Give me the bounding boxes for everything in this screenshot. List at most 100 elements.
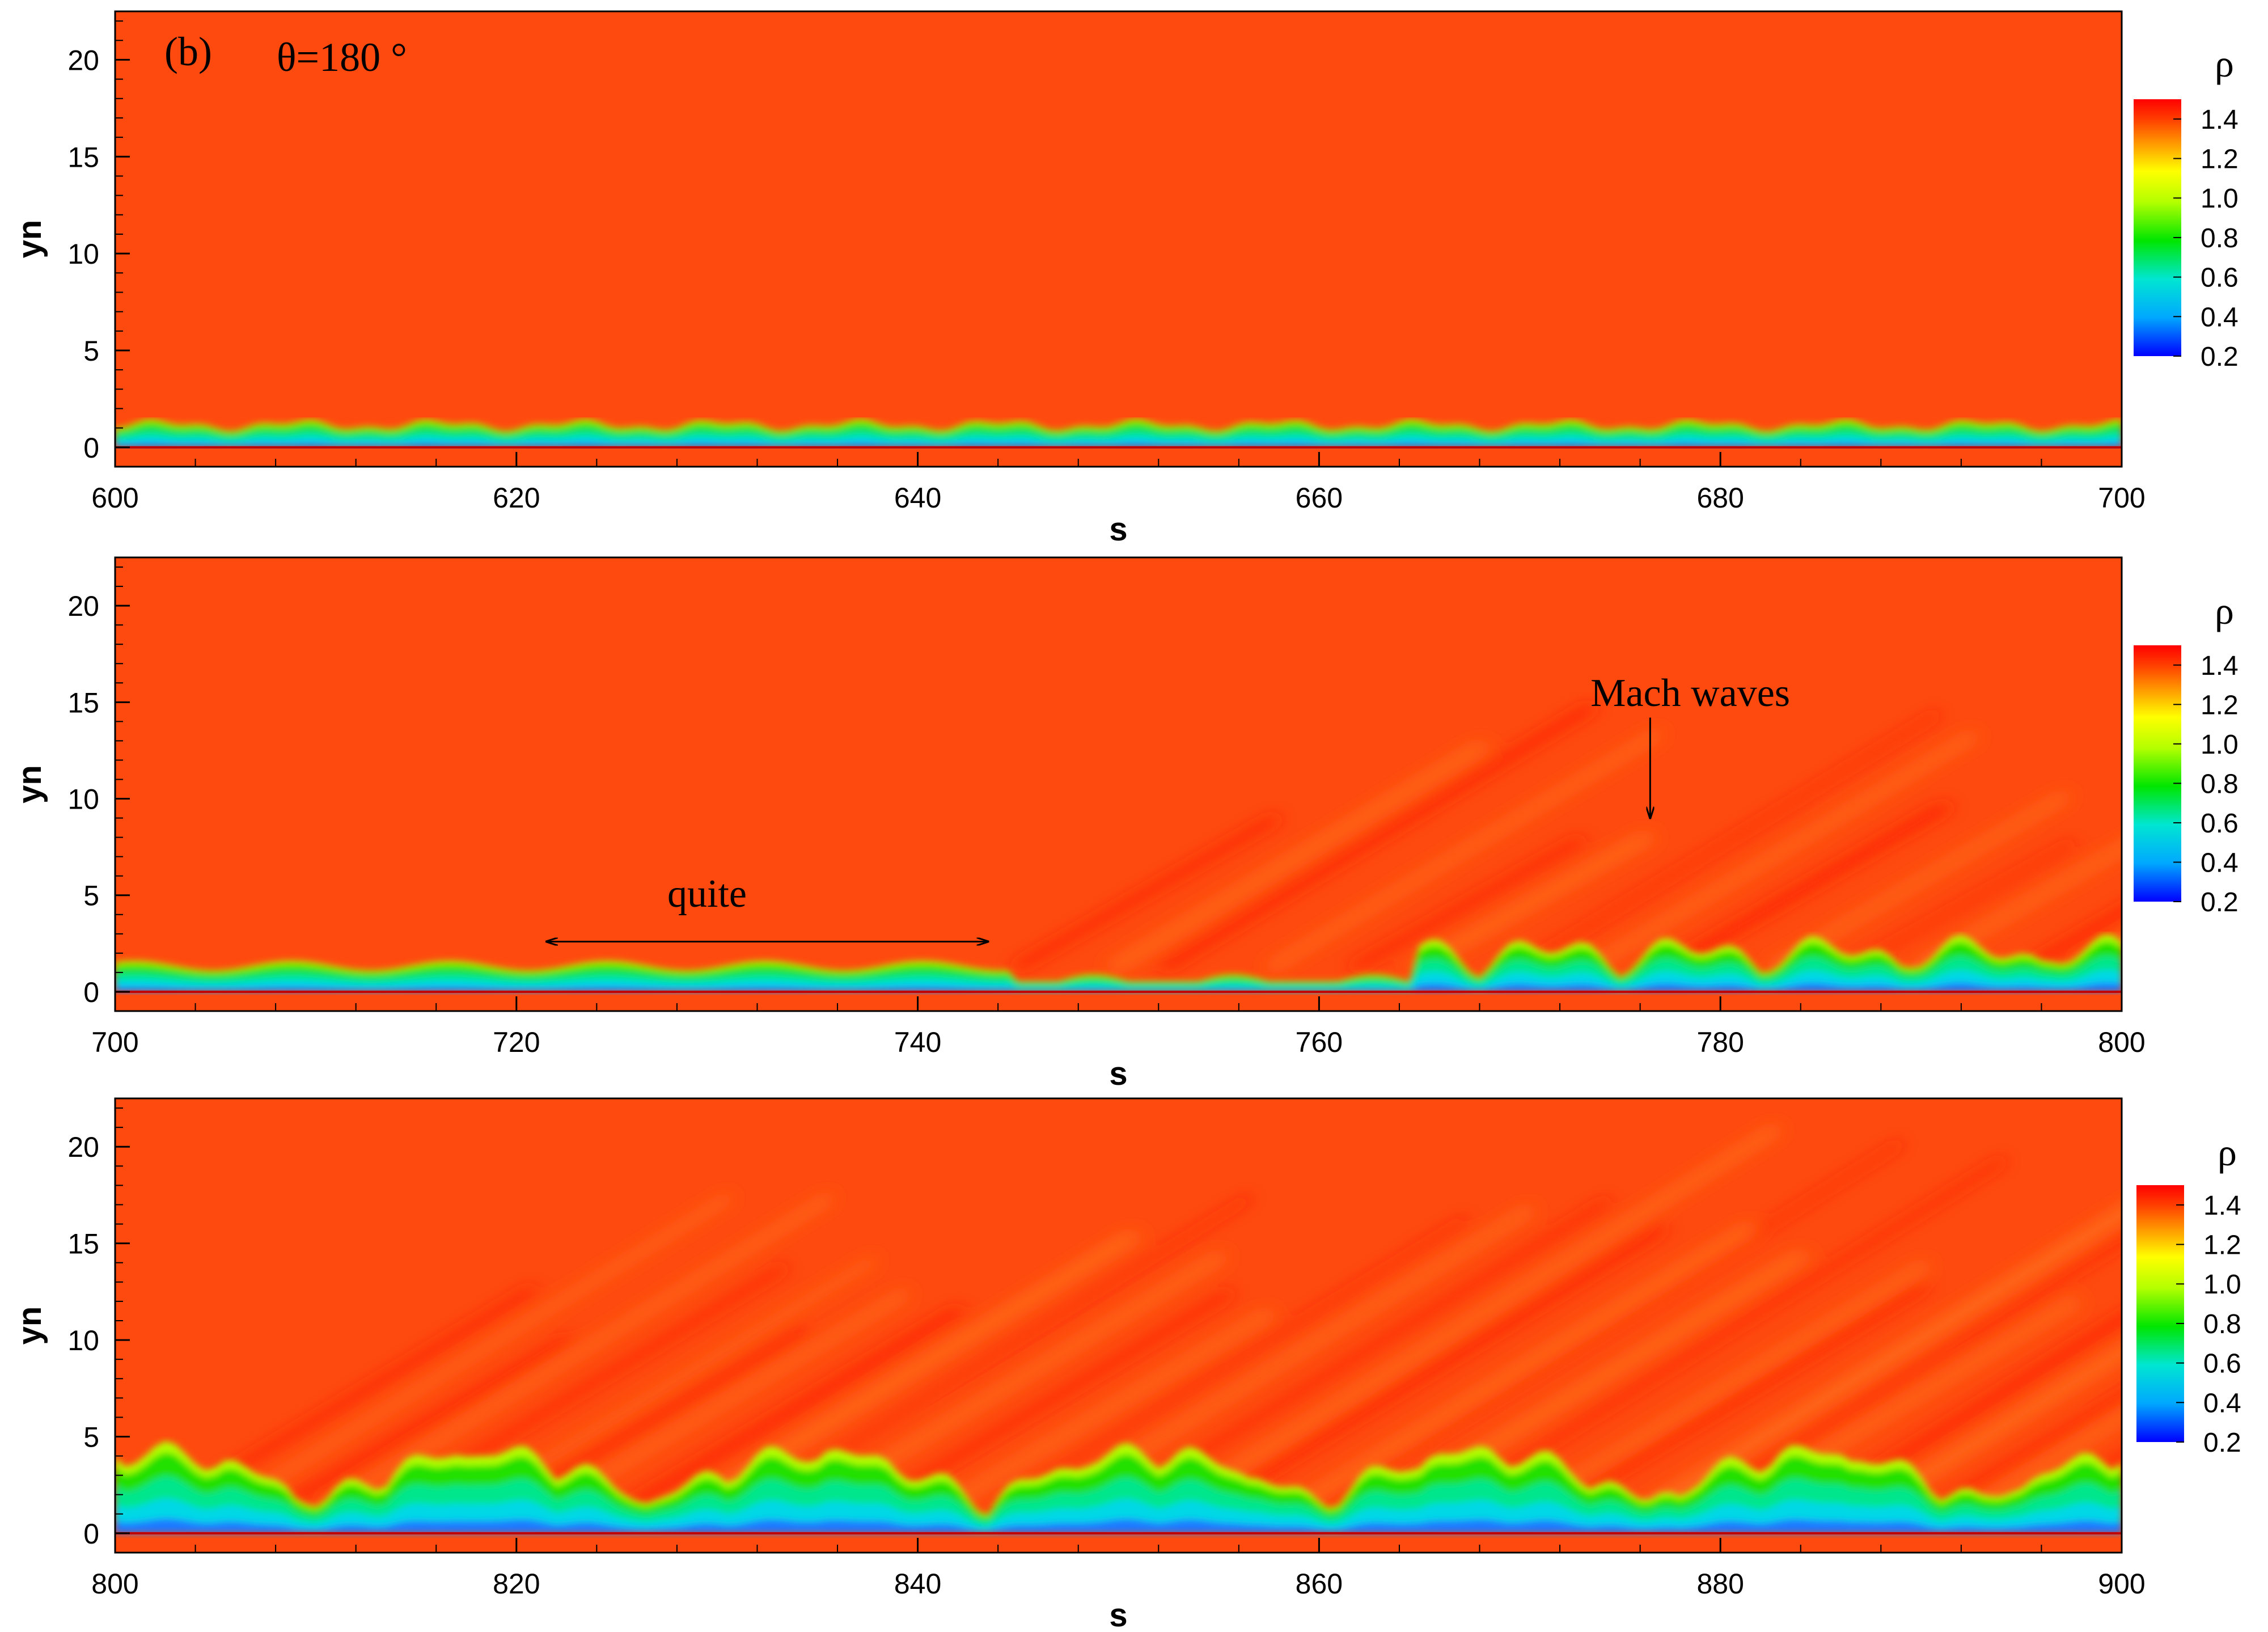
plot-frame <box>114 1097 2123 1554</box>
y-axis-label: yn <box>11 1307 48 1345</box>
freestream-region <box>115 557 2122 1011</box>
panel-1-axes: 600 620 640 660 680 700 0 5 10 15 20 s yn <box>11 10 2146 548</box>
colorbar-tick-label: 1.4 <box>2201 651 2239 681</box>
y-tick-label: 15 <box>67 687 99 718</box>
x-tick-label: 860 <box>1296 1568 1343 1600</box>
panel-3: 800 820 840 860 880 900 0 5 10 15 20 s yn ρ 1.4 1.2 1.0… <box>11 1097 2241 1632</box>
y-tick-label: 20 <box>67 1131 99 1163</box>
x-tick-label: 760 <box>1296 1026 1343 1058</box>
boundary-layer-band-5 <box>115 1518 2122 1533</box>
mach-wave-streaks <box>1005 705 2122 969</box>
colorbar-tick-label: 0.8 <box>2201 769 2239 799</box>
y-tick-label: 20 <box>67 590 99 622</box>
x-tick-label: 780 <box>1696 1026 1744 1058</box>
plot-frame <box>114 556 2123 1012</box>
boundary-layer <box>115 1441 2122 1533</box>
x-tick-label: 880 <box>1696 1568 1744 1600</box>
y-tick-label: 5 <box>83 335 99 367</box>
panel-label: (b) <box>164 29 212 74</box>
density-field-3 <box>115 1098 2122 1553</box>
x-axis-label: s <box>1109 511 1127 548</box>
x-tick-label: 720 <box>493 1026 540 1058</box>
x-tick-label: 900 <box>2098 1568 2145 1600</box>
colorbar-tick-label: 1.0 <box>2201 730 2239 760</box>
colorbar-tick-label: 1.2 <box>2201 145 2239 175</box>
x-tick-label: 640 <box>894 482 941 514</box>
angle-annotation: θ=180 ° <box>277 35 407 80</box>
x-axis-label: s <box>1109 1597 1127 1632</box>
y-tick-label: 0 <box>83 432 99 464</box>
colorbar-gradient <box>2136 1185 2184 1442</box>
colorbar-tick-label: 0.2 <box>2203 1428 2241 1458</box>
colorbar-tick-label: 0.6 <box>2203 1349 2241 1379</box>
colorbar-tick-label: 1.0 <box>2201 184 2239 214</box>
colorbar-tick-label: 0.6 <box>2201 809 2239 839</box>
x-tick-label: 700 <box>91 1026 138 1058</box>
panel-3-axes: 800 820 840 860 880 900 0 5 10 15 20 s yn <box>11 1097 2146 1632</box>
colorbar-tick-label: 0.2 <box>2201 887 2239 918</box>
boundary-layer <box>115 418 2122 447</box>
panel-3-colorbar: ρ 1.4 1.2 1.0 0.8 0.6 0.4 0.2 <box>2136 1131 2241 1458</box>
y-tick-label: 0 <box>83 1518 99 1550</box>
x-tick-label: 680 <box>1696 482 1744 514</box>
colorbar-tick-label: 1.4 <box>2203 1191 2241 1221</box>
y-tick-label: 10 <box>67 784 99 815</box>
y-tick-label: 0 <box>83 976 99 1008</box>
panel-1-field <box>115 11 2122 467</box>
panel-1-colorbar: ρ 1.4 1.2 1.0 0.8 0.6 0.4 0.2 <box>2134 42 2239 372</box>
colorbar-tick-label: 0.2 <box>2201 342 2239 372</box>
x-tick-label: 800 <box>91 1568 138 1600</box>
plot-frame <box>114 10 2123 468</box>
x-tick-label: 800 <box>2098 1026 2145 1058</box>
y-tick-label: 10 <box>67 238 99 270</box>
x-tick-label: 660 <box>1296 482 1343 514</box>
density-field-2 <box>115 557 2122 1011</box>
colorbar-title: ρ <box>2218 1131 2237 1174</box>
colorbar-tick-label: 1.0 <box>2203 1270 2241 1300</box>
freestream-region <box>115 11 2122 467</box>
boundary-layer-band-5 <box>115 442 2122 447</box>
colorbar-tick-label: 0.8 <box>2203 1309 2241 1339</box>
colorbar-tick-label: 0.8 <box>2201 223 2239 253</box>
y-tick-label: 15 <box>67 141 99 173</box>
colorbar-gradient <box>2134 645 2181 902</box>
y-axis-label: yn <box>11 765 48 804</box>
panel-2-colorbar: ρ 1.4 1.2 1.0 0.8 0.6 0.4 0.2 <box>2134 589 2239 918</box>
boundary-layer-band-4 <box>115 1498 2122 1533</box>
x-tick-label: 700 <box>2098 482 2145 514</box>
y-axis-label: yn <box>11 220 48 259</box>
colorbar-tick-label: 1.2 <box>2203 1231 2241 1261</box>
y-tick-label: 20 <box>67 44 99 76</box>
x-tick-label: 820 <box>493 1568 540 1600</box>
panel-2-field <box>115 557 2122 1011</box>
boundary-layer-band-4 <box>115 970 2122 992</box>
boundary-layer <box>115 934 2122 992</box>
x-tick-label: 600 <box>91 482 138 514</box>
x-tick-label: 740 <box>894 1026 941 1058</box>
mach-waves-label: Mach waves <box>1590 671 1790 715</box>
panel-1: 600 620 640 660 680 700 0 5 10 15 20 s yn (b) θ=180 … <box>11 10 2239 548</box>
colorbar-tick-label: 0.4 <box>2203 1388 2241 1418</box>
y-tick-label: 10 <box>67 1325 99 1356</box>
colorbar-tick-label: 0.6 <box>2201 263 2239 293</box>
y-tick-label: 15 <box>67 1228 99 1260</box>
mach-wave-streaks <box>157 1128 2122 1511</box>
colorbar-tick-label: 1.4 <box>2201 105 2239 135</box>
panel-2-annotations: quite Mach waves <box>547 671 1790 941</box>
x-axis-label: s <box>1109 1055 1127 1092</box>
x-tick-label: 840 <box>894 1568 941 1600</box>
colorbar-tick-label: 1.2 <box>2201 690 2239 720</box>
panel-3-field <box>115 1098 2122 1553</box>
x-tick-label: 620 <box>493 482 540 514</box>
colorbar-title: ρ <box>2215 42 2234 85</box>
colorbar-gradient <box>2134 99 2181 356</box>
density-field-1 <box>115 11 2122 467</box>
colorbar-tick-label: 0.4 <box>2201 848 2239 878</box>
colorbar-title: ρ <box>2215 589 2234 632</box>
panel-2-axes: 700 720 740 760 780 800 0 5 10 15 20 s yn <box>11 556 2146 1092</box>
y-tick-label: 5 <box>83 1421 99 1453</box>
boundary-layer-band-5 <box>115 982 2122 992</box>
colorbar-tick-label: 0.4 <box>2201 302 2239 332</box>
quite-label: quite <box>667 872 747 916</box>
